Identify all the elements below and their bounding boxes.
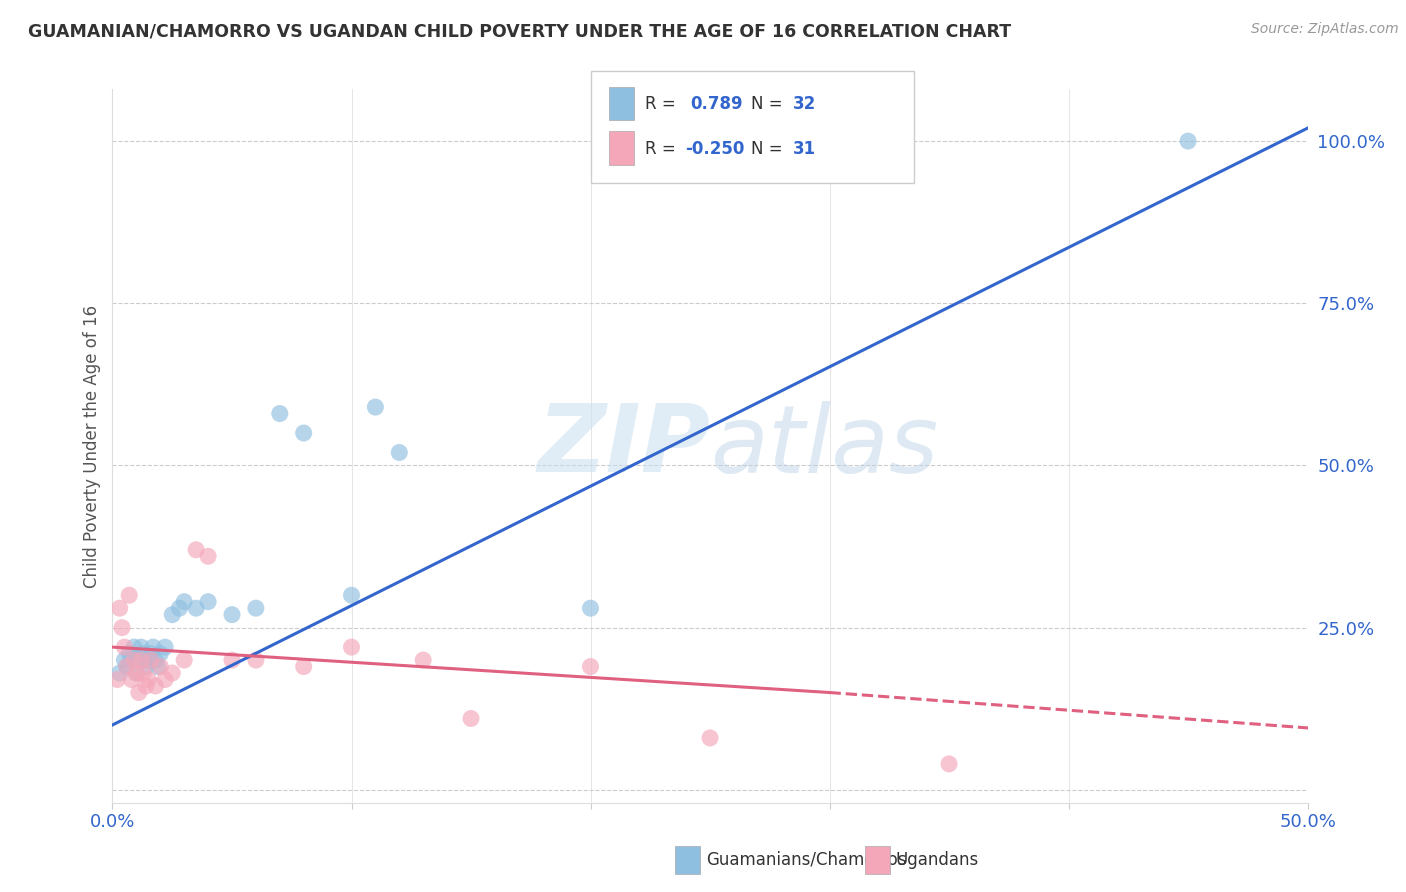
Point bbox=[138, 653, 160, 667]
Point bbox=[142, 640, 165, 654]
Point bbox=[162, 666, 183, 681]
Point bbox=[125, 666, 148, 681]
Text: 0.789: 0.789 bbox=[690, 95, 742, 113]
Text: Ugandans: Ugandans bbox=[896, 851, 979, 869]
Point bbox=[145, 679, 167, 693]
Point bbox=[121, 653, 143, 667]
Point bbox=[245, 601, 267, 615]
Text: -0.250: -0.250 bbox=[685, 140, 744, 158]
Text: Guamanians/Chamorros: Guamanians/Chamorros bbox=[706, 851, 907, 869]
Text: 31: 31 bbox=[793, 140, 815, 158]
Point bbox=[938, 756, 960, 771]
Point bbox=[115, 659, 138, 673]
Point bbox=[139, 647, 162, 661]
Point bbox=[197, 549, 219, 564]
Point bbox=[269, 407, 291, 421]
Point bbox=[221, 653, 243, 667]
Point bbox=[292, 425, 315, 440]
Point bbox=[699, 731, 721, 745]
Point bbox=[412, 653, 434, 667]
Point bbox=[173, 595, 195, 609]
Point bbox=[340, 640, 363, 654]
Point bbox=[197, 595, 219, 609]
Point bbox=[186, 601, 208, 615]
Point bbox=[364, 400, 387, 414]
Point bbox=[138, 673, 160, 687]
Point bbox=[135, 659, 157, 673]
Point bbox=[108, 601, 131, 615]
Point bbox=[129, 640, 152, 654]
Point bbox=[221, 607, 243, 622]
Text: N =: N = bbox=[751, 95, 782, 113]
Point bbox=[139, 653, 162, 667]
Point bbox=[173, 653, 195, 667]
Point bbox=[121, 673, 143, 687]
Point bbox=[111, 621, 134, 635]
Point bbox=[149, 647, 172, 661]
Point bbox=[579, 659, 602, 673]
Point bbox=[132, 666, 155, 681]
Point bbox=[153, 640, 176, 654]
Point bbox=[128, 685, 150, 699]
Point bbox=[245, 653, 267, 667]
Point bbox=[118, 647, 141, 661]
Point bbox=[169, 601, 191, 615]
Point bbox=[162, 607, 183, 622]
Text: atlas: atlas bbox=[710, 401, 938, 491]
Point bbox=[388, 445, 411, 459]
Point bbox=[118, 588, 141, 602]
Point bbox=[153, 673, 176, 687]
Point bbox=[129, 653, 152, 667]
Point bbox=[128, 653, 150, 667]
Text: Source: ZipAtlas.com: Source: ZipAtlas.com bbox=[1251, 22, 1399, 37]
Point bbox=[186, 542, 208, 557]
Point bbox=[122, 653, 145, 667]
Point bbox=[108, 666, 131, 681]
Point bbox=[135, 679, 157, 693]
Point bbox=[460, 711, 482, 725]
Point bbox=[132, 647, 155, 661]
Point bbox=[579, 601, 602, 615]
Text: GUAMANIAN/CHAMORRO VS UGANDAN CHILD POVERTY UNDER THE AGE OF 16 CORRELATION CHAR: GUAMANIAN/CHAMORRO VS UGANDAN CHILD POVE… bbox=[28, 22, 1011, 40]
Point bbox=[146, 659, 169, 673]
Point bbox=[122, 640, 145, 654]
Point bbox=[149, 659, 172, 673]
Text: N =: N = bbox=[751, 140, 782, 158]
Point bbox=[125, 666, 148, 681]
Text: R =: R = bbox=[645, 140, 676, 158]
Point bbox=[292, 659, 315, 673]
Point bbox=[115, 659, 138, 673]
Point bbox=[105, 673, 128, 687]
Point bbox=[114, 640, 135, 654]
Y-axis label: Child Poverty Under the Age of 16: Child Poverty Under the Age of 16 bbox=[83, 304, 101, 588]
Text: 32: 32 bbox=[793, 95, 817, 113]
Text: ZIP: ZIP bbox=[537, 400, 710, 492]
Point bbox=[145, 653, 167, 667]
Text: R =: R = bbox=[645, 95, 676, 113]
Point bbox=[114, 653, 135, 667]
Point bbox=[340, 588, 363, 602]
Point bbox=[1177, 134, 1199, 148]
